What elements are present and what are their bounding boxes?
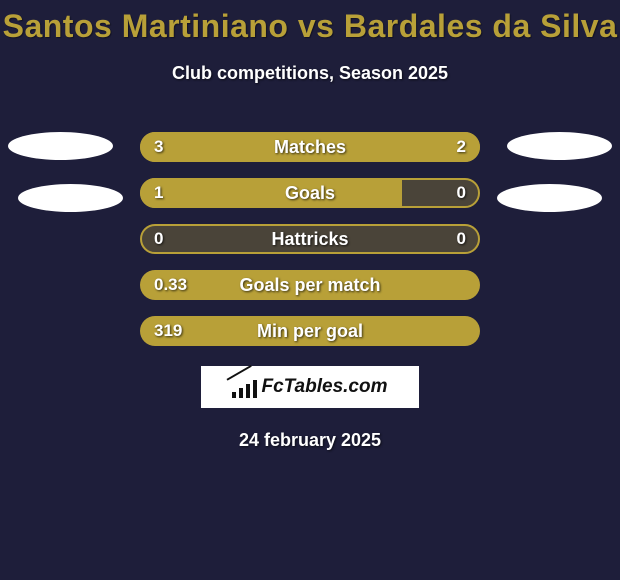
headline-title: Santos Martiniano vs Bardales da Silva [0, 8, 620, 45]
player-badge-left-2 [18, 184, 123, 212]
subtitle: Club competitions, Season 2025 [0, 63, 620, 84]
player-badge-right-1 [507, 132, 612, 160]
stat-label: Matches [140, 132, 480, 162]
stat-row: 0.33Goals per match [140, 270, 480, 300]
infographic-container: Santos Martiniano vs Bardales da Silva C… [0, 0, 620, 451]
player-badge-left-1 [8, 132, 113, 160]
stat-row: 32Matches [140, 132, 480, 162]
source-logo: FcTables.com [201, 366, 419, 408]
stat-label: Min per goal [140, 316, 480, 346]
stat-label: Hattricks [140, 224, 480, 254]
stat-label: Goals per match [140, 270, 480, 300]
stat-row: 319Min per goal [140, 316, 480, 346]
player-badge-right-2 [497, 184, 602, 212]
chart-bars-icon [232, 376, 257, 398]
stats-area: 32Matches 10Goals 00Hattricks 0.33Goals per… [0, 132, 620, 346]
bars-container: 32Matches 10Goals 00Hattricks 0.33Goals per… [0, 132, 620, 346]
stat-row: 10Goals [140, 178, 480, 208]
logo-text: FcTables.com [261, 376, 387, 398]
date-label: 24 february 2025 [0, 430, 620, 451]
stat-label: Goals [140, 178, 480, 208]
stat-row: 00Hattricks [140, 224, 480, 254]
